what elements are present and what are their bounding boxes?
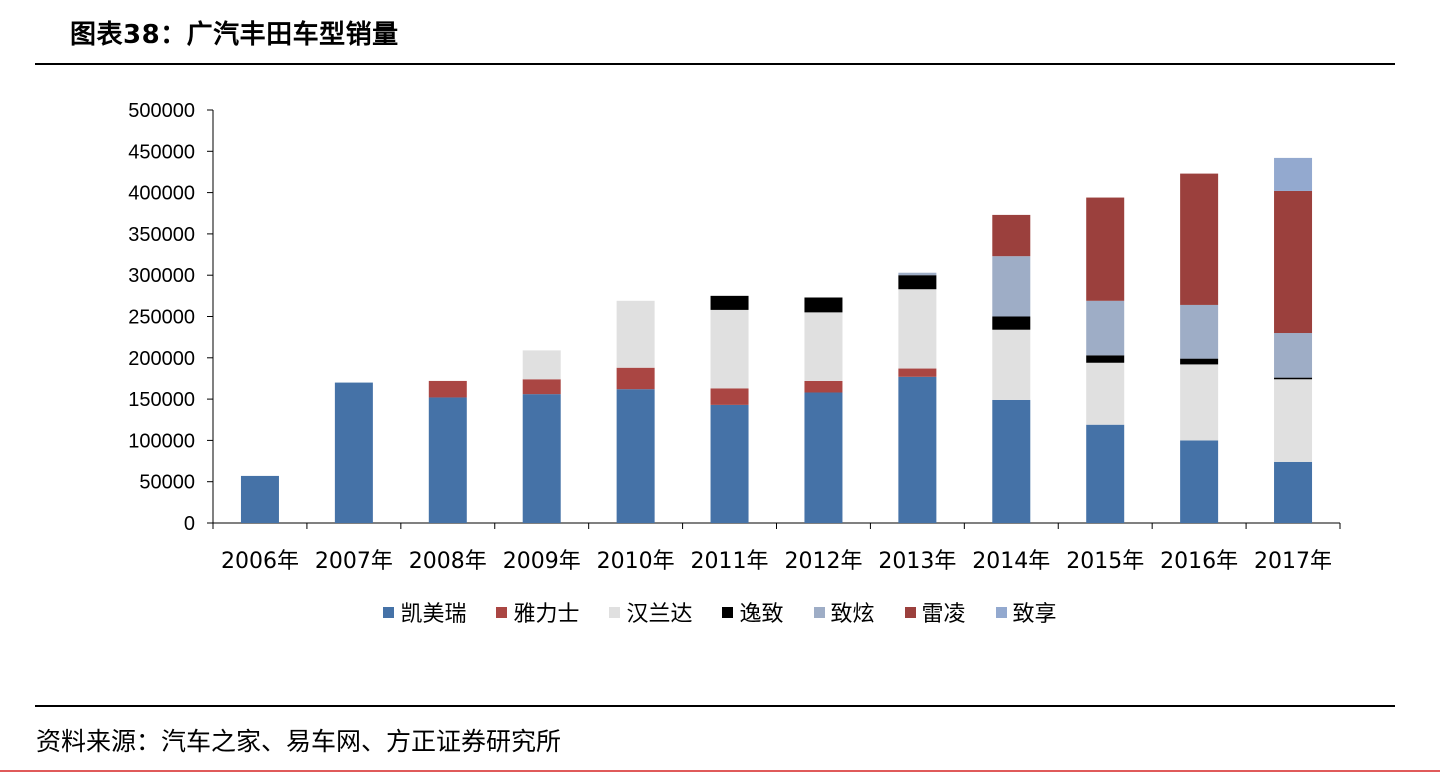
bar-segment <box>1274 157 1313 191</box>
x-tick-label: 2013年 <box>878 549 956 574</box>
legend-label: 致炫 <box>830 602 875 627</box>
bar-segment <box>1274 379 1313 462</box>
bar-segment <box>1180 358 1219 365</box>
y-tick-label: 400000 <box>128 183 195 205</box>
bar-segment <box>804 380 843 393</box>
x-tick-label: 2007年 <box>315 549 393 574</box>
legend-item: 雷凌 <box>904 596 966 628</box>
chart-title: 图表38：广汽丰田车型销量 <box>70 20 399 50</box>
bar-segment <box>992 256 1031 317</box>
bar-segment <box>898 368 937 377</box>
y-tick-label: 100000 <box>128 430 195 452</box>
bar-segment <box>1180 173 1219 305</box>
legend-label: 雅力士 <box>513 602 580 627</box>
bar-segment <box>898 275 937 290</box>
bar-segment <box>804 392 843 523</box>
bar-segment <box>616 389 655 523</box>
bar-segment <box>428 397 467 523</box>
legend-label: 汉兰达 <box>626 602 693 627</box>
legend-swatch <box>904 606 916 618</box>
bar-segment <box>898 289 937 369</box>
legend-item: 凯美瑞 <box>383 596 466 628</box>
bar-segment <box>804 312 843 381</box>
bar-segment <box>428 380 467 398</box>
legend-swatch <box>383 606 395 618</box>
bar-segment <box>992 399 1031 523</box>
legend-item: 致享 <box>995 596 1057 628</box>
legend-label: 雷凌 <box>921 602 966 627</box>
bar-segment <box>992 214 1031 257</box>
bar-segment <box>522 379 561 395</box>
bar-segment <box>1180 440 1219 523</box>
y-tick-label: 450000 <box>128 141 195 163</box>
y-tick-label: 350000 <box>128 224 195 246</box>
chart-legend: 凯美瑞 雅力士 汉兰达 逸致 致炫 雷凌 致享 <box>0 596 1440 628</box>
x-tick-label: 2006年 <box>221 549 299 574</box>
legend-label: 逸致 <box>739 602 784 627</box>
y-tick-label: 150000 <box>128 389 195 411</box>
bar-segment <box>616 300 655 368</box>
x-tick-label: 2010年 <box>597 549 675 574</box>
top-divider <box>35 63 1395 65</box>
bar-segment <box>898 376 937 523</box>
y-tick-label: 0 <box>184 513 195 535</box>
legend-item: 汉兰达 <box>609 596 692 628</box>
legend-swatch <box>722 606 734 618</box>
bar-segment <box>1274 461 1313 523</box>
bar-segment <box>992 329 1031 400</box>
bar-segment <box>1086 197 1125 301</box>
y-tick-label: 250000 <box>128 307 195 329</box>
y-tick-label: 300000 <box>128 265 195 287</box>
bar-segment <box>1086 424 1125 523</box>
y-tick-label: 200000 <box>128 348 195 370</box>
y-tick-label: 500000 <box>128 100 195 122</box>
accent-line <box>0 770 1440 772</box>
y-tick-label: 50000 <box>139 472 195 494</box>
bar-segment <box>1274 333 1313 378</box>
bar-segment <box>1086 355 1125 363</box>
bar-segment <box>710 295 749 310</box>
x-tick-label: 2016年 <box>1160 549 1238 574</box>
bar-segment <box>1180 364 1219 441</box>
bottom-divider <box>35 705 1395 707</box>
bar-segment <box>710 388 749 405</box>
legend-swatch <box>496 606 508 618</box>
legend-swatch <box>995 606 1007 618</box>
x-tick-label: 2012年 <box>784 549 862 574</box>
bar-segment <box>522 350 561 380</box>
bar-segment <box>1274 190 1313 334</box>
bar-segment <box>1086 300 1125 356</box>
bar-segment <box>1274 377 1313 380</box>
legend-swatch <box>609 606 621 618</box>
legend-label: 凯美瑞 <box>400 602 467 627</box>
bar-segment <box>616 367 655 390</box>
x-tick-label: 2017年 <box>1254 549 1332 574</box>
x-tick-label: 2008年 <box>409 549 487 574</box>
legend-item: 致炫 <box>813 596 875 628</box>
bar-segment <box>710 309 749 389</box>
bar-segment <box>1180 304 1219 359</box>
bar-segment <box>804 297 843 313</box>
x-tick-label: 2014年 <box>972 549 1050 574</box>
bar-segment <box>334 382 373 523</box>
stacked-bar-chart: 0 50000 100000 150000 200000 250000 300000 3500… <box>128 100 1341 574</box>
bar-segment <box>898 272 937 276</box>
legend-item: 雅力士 <box>496 596 579 628</box>
legend-swatch <box>813 606 825 618</box>
bar-segment <box>1086 362 1125 425</box>
bar-segment <box>240 475 279 523</box>
legend-label: 致享 <box>1012 602 1057 627</box>
bar-segment <box>992 316 1031 330</box>
bar-segment <box>710 404 749 523</box>
x-tick-label: 2009年 <box>503 549 581 574</box>
x-tick-label: 2015年 <box>1066 549 1144 574</box>
source-note: 资料来源：汽车之家、易车网、方正证券研究所 <box>36 727 562 756</box>
x-tick-label: 2011年 <box>691 549 769 574</box>
legend-item: 逸致 <box>722 596 784 628</box>
bar-segment <box>522 394 561 523</box>
